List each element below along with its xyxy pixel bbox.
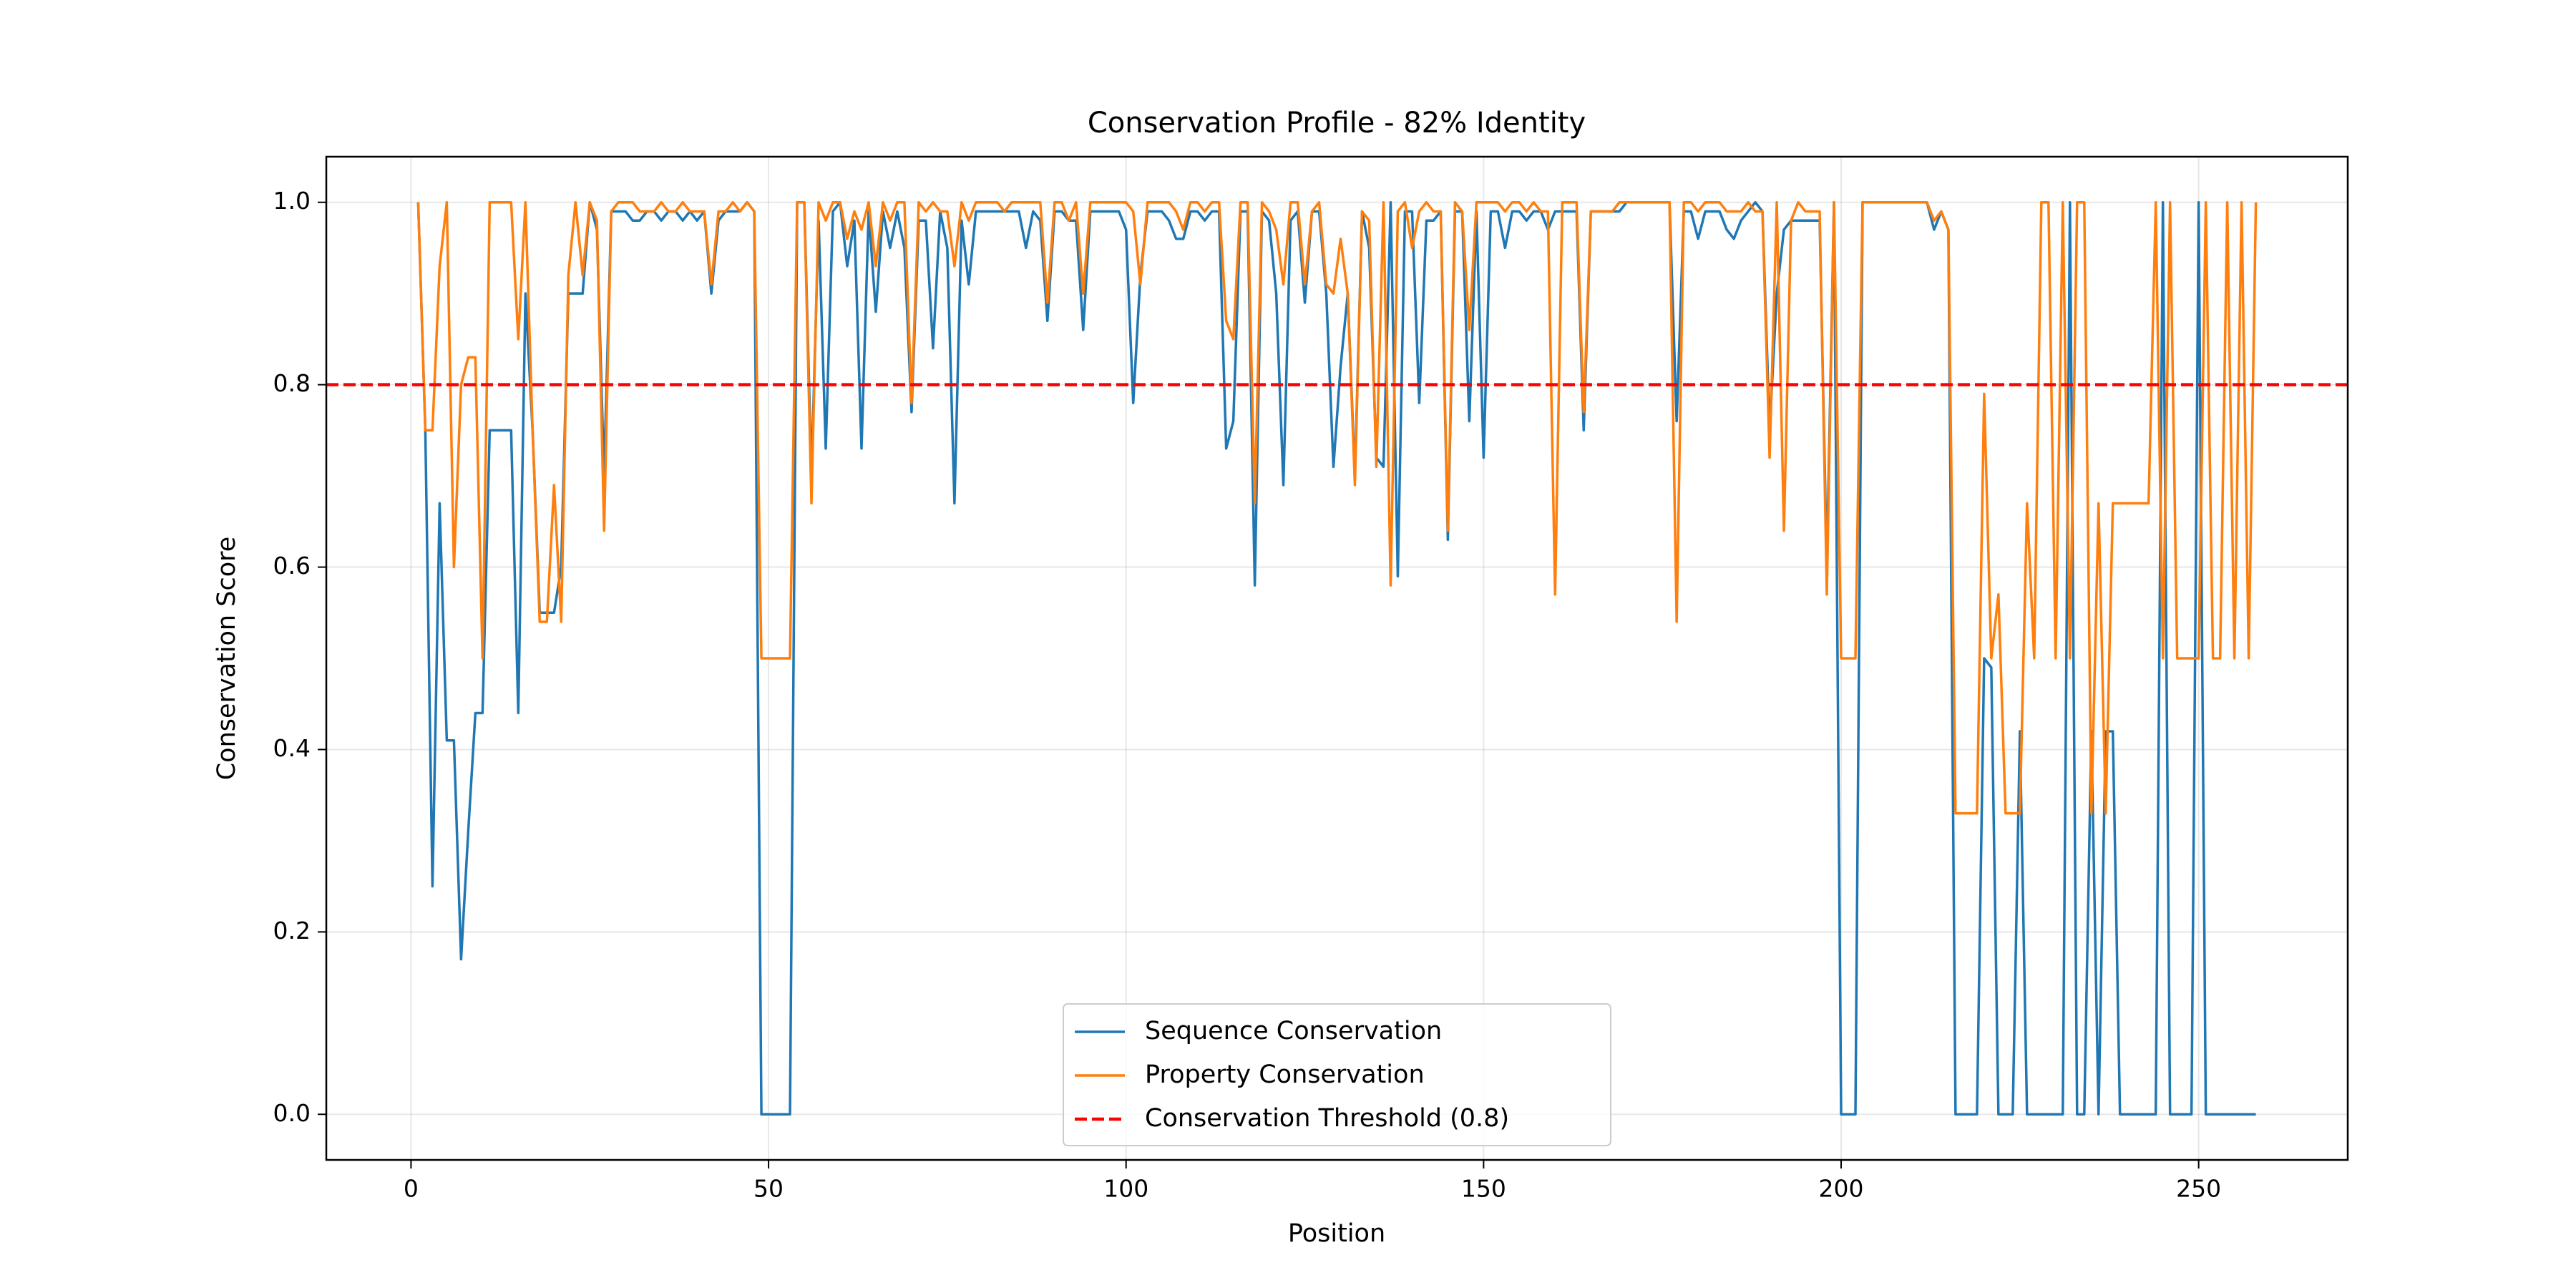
y-tick-label: 1.0 <box>273 187 311 215</box>
y-tick-label: 0.4 <box>273 734 311 762</box>
x-tick-label: 100 <box>1103 1175 1148 1203</box>
chart-title: Conservation Profile - 82% Identity <box>1088 107 1586 140</box>
plot-frame <box>325 155 2349 1161</box>
y-axis-label: Conservation Score <box>213 537 241 781</box>
x-tick-label: 250 <box>2176 1175 2221 1203</box>
series-line <box>416 200 2258 815</box>
x-tick-label: 200 <box>1819 1175 1864 1203</box>
legend-label: Conservation Threshold (0.8) <box>1145 1104 1509 1133</box>
y-tick-label: 0.8 <box>273 369 311 397</box>
x-tick-label: 50 <box>753 1175 784 1203</box>
legend-box <box>1063 1003 1611 1146</box>
x-tick-label: 0 <box>404 1175 419 1203</box>
legend-label: Property Conservation <box>1145 1060 1425 1089</box>
x-axis-label: Position <box>1288 1219 1385 1248</box>
legend-label: Sequence Conservation <box>1145 1017 1442 1045</box>
y-tick-label: 0.2 <box>273 917 311 945</box>
x-tick-label: 150 <box>1461 1175 1506 1203</box>
y-tick-label: 0.0 <box>273 1099 311 1127</box>
y-tick-label: 0.6 <box>273 552 311 580</box>
